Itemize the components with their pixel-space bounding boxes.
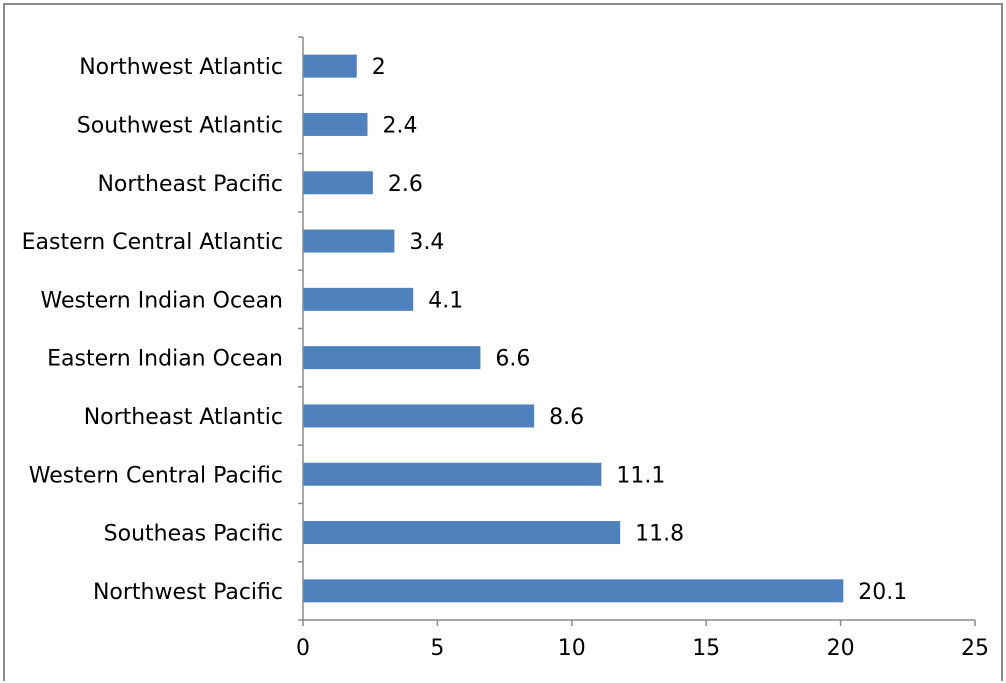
- axes: [298, 36, 975, 621]
- bar: [303, 112, 368, 136]
- category-label: Eastern Central Atlantic: [22, 230, 283, 255]
- bar: [303, 579, 844, 603]
- category-label: Northeast Atlantic: [84, 405, 283, 430]
- x-tick-label: 10: [558, 636, 586, 661]
- bar: [303, 462, 602, 486]
- data-label: 3.4: [409, 230, 444, 255]
- data-label: 2.6: [388, 172, 423, 197]
- x-tick-label: 25: [961, 636, 989, 661]
- data-label: 6.6: [495, 347, 530, 372]
- data-label: 2.4: [383, 113, 418, 138]
- data-labels: 2 2.4 2.6 3.4 4.1 6.6 8.6 11.1 11.8 20.1: [372, 55, 908, 605]
- data-label: 11.1: [616, 463, 665, 488]
- data-label: 8.6: [549, 405, 584, 430]
- bar-chart: Northwest Atlantic Southwest Atlantic Nort…: [22, 36, 989, 661]
- category-label: Western Central Pacific: [29, 463, 283, 488]
- bar: [303, 171, 373, 195]
- x-tick-label: 15: [692, 636, 720, 661]
- bar: [303, 404, 535, 428]
- data-label: 4.1: [428, 288, 463, 313]
- category-label: Eastern Indian Ocean: [47, 347, 283, 372]
- category-label: Northeast Pacific: [97, 172, 283, 197]
- data-label: 2: [372, 55, 386, 80]
- category-label: Western Indian Ocean: [40, 288, 283, 313]
- x-axis-ticks: 0 5 10 15 20 25: [296, 620, 989, 661]
- x-tick-label: 20: [827, 636, 855, 661]
- x-tick-label: 5: [430, 636, 444, 661]
- x-tick-label: 0: [296, 636, 310, 661]
- bar: [303, 229, 395, 253]
- bars-group: [303, 54, 844, 603]
- bar: [303, 346, 481, 370]
- bar: [303, 54, 357, 78]
- category-label: Southwest Atlantic: [77, 113, 283, 138]
- category-label: Northwest Pacific: [93, 580, 283, 605]
- data-label: 20.1: [858, 580, 907, 605]
- bar: [303, 287, 414, 311]
- data-label: 11.8: [635, 522, 684, 547]
- category-label: Northwest Atlantic: [79, 55, 283, 80]
- category-label: Southeas Pacific: [104, 522, 283, 547]
- chart-area: Northwest Atlantic Southwest Atlantic Nort…: [3, 3, 1003, 681]
- bar: [303, 521, 621, 545]
- category-labels: Northwest Atlantic Southwest Atlantic Nort…: [22, 55, 283, 605]
